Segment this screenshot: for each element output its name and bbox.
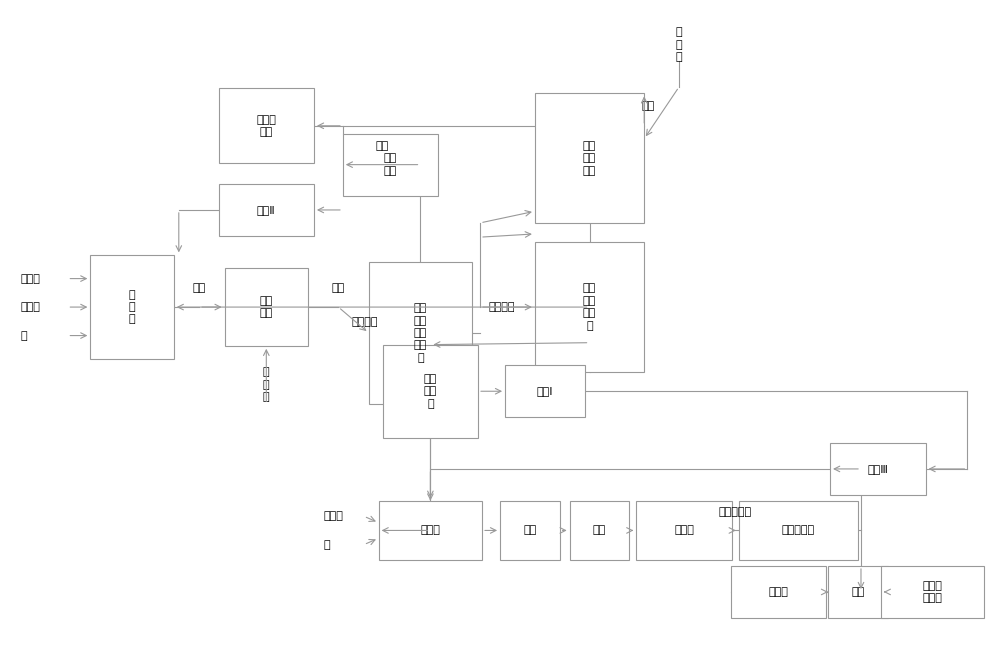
Text: 氯化钾: 氯化钾 xyxy=(21,302,41,312)
Text: 粗品
硝酸
鉄晋
体: 粗品 硝酸 鉄晋 体 xyxy=(583,283,596,330)
FancyBboxPatch shape xyxy=(881,566,984,618)
FancyBboxPatch shape xyxy=(219,88,314,163)
FancyBboxPatch shape xyxy=(731,566,826,618)
FancyBboxPatch shape xyxy=(535,242,644,372)
FancyBboxPatch shape xyxy=(90,255,174,359)
Text: 蒸发
浓缩: 蒸发 浓缩 xyxy=(260,296,273,318)
Text: 浮
选
药: 浮 选 药 xyxy=(263,368,270,402)
Text: 粗品
硝酸
鉄: 粗品 硝酸 鉄 xyxy=(424,374,437,409)
Text: 水: 水 xyxy=(21,330,27,341)
Text: 硝酸鉄: 硝酸鉄 xyxy=(769,587,788,597)
FancyBboxPatch shape xyxy=(369,262,472,404)
Text: 碳酸钠: 碳酸钠 xyxy=(324,511,344,521)
FancyBboxPatch shape xyxy=(739,501,858,560)
FancyBboxPatch shape xyxy=(570,501,629,560)
Text: 冷却: 冷却 xyxy=(332,283,345,293)
FancyBboxPatch shape xyxy=(636,501,732,560)
FancyBboxPatch shape xyxy=(225,268,308,346)
FancyBboxPatch shape xyxy=(343,134,438,196)
Text: 母液Ⅰ: 母液Ⅰ xyxy=(537,386,553,396)
Text: 含氯
化鐵
母液: 含氯 化鐵 母液 xyxy=(583,141,596,176)
FancyBboxPatch shape xyxy=(828,566,888,618)
Text: 反
应
液: 反 应 液 xyxy=(129,290,135,325)
Text: 氯化鐵
晋体: 氯化鐵 晋体 xyxy=(256,114,276,137)
Text: 母液Ⅱ: 母液Ⅱ xyxy=(257,205,276,215)
Text: 重结晋: 重结晋 xyxy=(674,526,694,535)
FancyBboxPatch shape xyxy=(379,501,482,560)
Text: 泡沫分离: 泡沫分离 xyxy=(351,317,378,327)
Text: 加热: 加热 xyxy=(193,283,206,293)
Text: 冷却
结晋: 冷却 结晋 xyxy=(384,153,397,176)
Text: 干燥: 干燥 xyxy=(851,587,865,597)
Text: 母液Ⅲ: 母液Ⅲ xyxy=(867,464,888,474)
Text: 分离: 分离 xyxy=(375,142,388,151)
FancyBboxPatch shape xyxy=(535,93,644,223)
Text: 析出
硝酸
鉄晋
体母
液: 析出 硝酸 鉄晋 体母 液 xyxy=(414,303,427,363)
Text: 水: 水 xyxy=(324,539,331,550)
FancyBboxPatch shape xyxy=(830,443,926,495)
Text: 离心、分离: 离心、分离 xyxy=(719,507,752,517)
Text: 泡沫分离: 泡沫分离 xyxy=(488,302,515,312)
Text: 离心、分离: 离心、分离 xyxy=(782,526,815,535)
Text: 工业级
硝酸鉄: 工业级 硝酸鉄 xyxy=(923,581,943,603)
Text: 硝酸铵: 硝酸铵 xyxy=(21,274,41,283)
Text: 加热: 加热 xyxy=(641,101,654,112)
Text: 硝
酸
铵: 硝 酸 铵 xyxy=(676,27,682,62)
Text: 浓缩: 浓缩 xyxy=(593,526,606,535)
FancyBboxPatch shape xyxy=(219,184,314,236)
Text: 加热: 加热 xyxy=(523,526,536,535)
Text: 重溶解: 重溶解 xyxy=(420,526,440,535)
FancyBboxPatch shape xyxy=(505,365,585,417)
FancyBboxPatch shape xyxy=(500,501,560,560)
FancyBboxPatch shape xyxy=(383,345,478,438)
